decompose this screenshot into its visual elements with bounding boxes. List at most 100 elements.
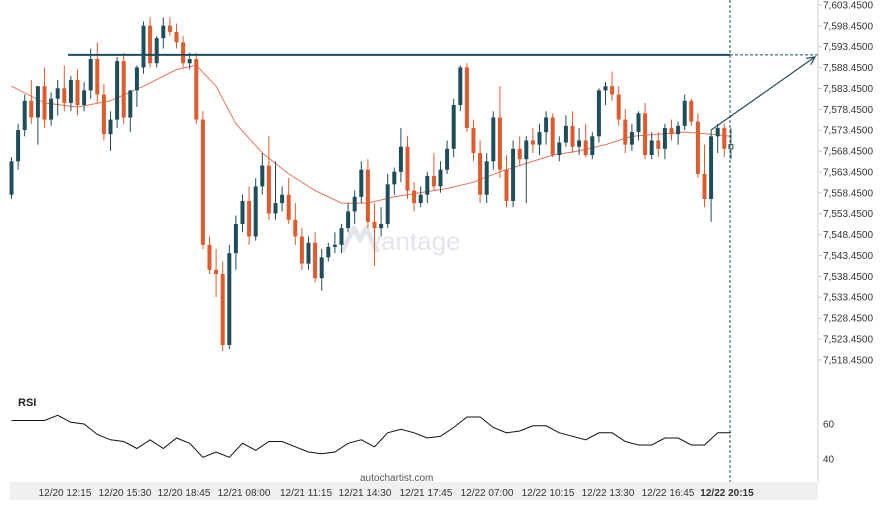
candle-body <box>695 121 700 174</box>
candle-body <box>154 38 159 64</box>
candle <box>623 109 628 153</box>
candle-body <box>563 125 568 143</box>
candle-body <box>141 25 146 68</box>
candle-body <box>16 130 21 162</box>
candle <box>471 119 476 162</box>
candle <box>95 42 100 103</box>
price-tick-label: 7,588.4500 <box>823 63 873 74</box>
candle <box>405 136 410 199</box>
rsi-line <box>11 414 731 458</box>
candle-body <box>319 257 324 279</box>
time-tick-label: 12/21 08:00 <box>218 488 271 499</box>
price-axis-ticks: 7,603.4500 7,598.4500 7,593.4500 7,588.4500… <box>818 1 873 366</box>
candle-body <box>214 269 219 275</box>
candle-body <box>233 223 238 254</box>
candle-body <box>260 165 265 187</box>
candle <box>29 79 34 124</box>
candle-body <box>42 86 47 120</box>
candle <box>207 236 212 275</box>
candle <box>365 159 370 229</box>
candle-body <box>550 117 555 156</box>
watermark-text: vantage <box>368 226 461 256</box>
candle <box>174 23 179 49</box>
candle-body <box>722 127 727 149</box>
candle <box>227 244 232 350</box>
candle <box>544 111 549 145</box>
candle-body <box>240 200 245 224</box>
candle <box>359 161 364 204</box>
candle-body <box>583 140 588 156</box>
candle-body <box>603 86 608 91</box>
candle <box>682 94 687 131</box>
candle <box>62 65 67 112</box>
candle-body <box>425 175 430 195</box>
candle-body <box>431 175 436 187</box>
candle-body <box>101 94 106 135</box>
time-tick-label: 12/20 18:45 <box>158 488 211 499</box>
candle <box>570 111 575 153</box>
candle <box>709 130 714 222</box>
candle-body <box>418 194 423 204</box>
candle-body <box>504 169 509 201</box>
price-tick-label: 7,518.4500 <box>823 355 873 366</box>
rsi-tick-label: 60 <box>823 420 835 431</box>
candle-body <box>68 79 73 103</box>
price-tick-label: 7,593.4500 <box>823 42 873 53</box>
candle <box>577 127 582 156</box>
candle-body <box>121 61 126 118</box>
candle-body <box>181 42 186 64</box>
candle <box>451 98 456 158</box>
candle-body <box>379 223 384 229</box>
candle <box>438 161 443 193</box>
candle <box>695 113 700 179</box>
candle-body <box>95 59 100 95</box>
candle <box>9 157 14 199</box>
candle-body <box>669 127 674 135</box>
source-label: autochartist.com <box>360 473 433 484</box>
watermark-logo-icon <box>339 225 381 254</box>
candle <box>42 67 47 128</box>
candle <box>220 261 225 352</box>
candle-body <box>29 100 34 118</box>
candle <box>49 92 54 126</box>
candle-body <box>293 219 298 237</box>
candle <box>247 186 252 245</box>
price-tick-label: 7,533.4500 <box>823 293 873 304</box>
candle-body <box>478 152 483 195</box>
candle-body <box>398 146 403 172</box>
candle-body <box>207 244 212 270</box>
candle <box>194 52 199 124</box>
candle <box>425 171 430 204</box>
candle <box>379 207 384 237</box>
candle-body <box>682 100 687 126</box>
candle-body <box>616 94 621 120</box>
candle-body <box>702 173 707 199</box>
candle <box>616 86 621 126</box>
candle <box>372 203 377 266</box>
candle <box>484 152 489 204</box>
candle <box>431 152 436 191</box>
candle-body <box>405 146 410 191</box>
candle-body <box>273 203 278 214</box>
candle <box>517 136 522 166</box>
candle <box>280 186 285 212</box>
candle <box>524 136 529 204</box>
candle <box>649 132 654 160</box>
candle <box>537 123 542 156</box>
price-tick-label: 7,543.4500 <box>823 251 873 262</box>
candle-body <box>359 169 364 197</box>
candle <box>214 249 219 298</box>
candle <box>398 127 403 183</box>
price-tick-label: 7,563.4500 <box>823 167 873 178</box>
candle <box>530 127 535 153</box>
candle <box>273 161 278 220</box>
time-axis-ticks: 12/20 12:15 12/20 15:30 12/20 18:45 12/21 0… <box>39 488 755 499</box>
candle <box>464 63 469 133</box>
candle-body <box>636 113 641 133</box>
candle <box>16 123 21 170</box>
candle-body <box>643 113 648 156</box>
candle <box>352 190 357 224</box>
candle <box>497 86 502 179</box>
candle <box>332 232 337 254</box>
candle <box>715 123 720 153</box>
